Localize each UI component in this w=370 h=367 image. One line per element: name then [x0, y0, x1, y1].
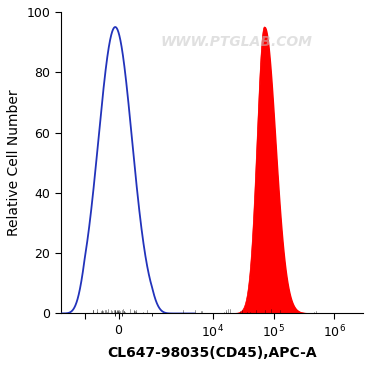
X-axis label: CL647-98035(CD45),APC-A: CL647-98035(CD45),APC-A	[107, 346, 317, 360]
Y-axis label: Relative Cell Number: Relative Cell Number	[7, 90, 21, 236]
Text: WWW.PTGLAB.COM: WWW.PTGLAB.COM	[160, 35, 312, 49]
